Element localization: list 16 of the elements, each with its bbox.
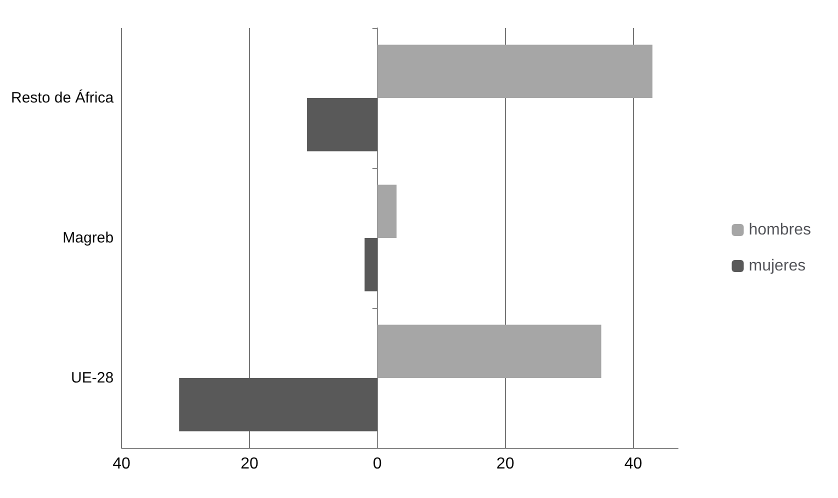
y-tick-label: UE-28 [71, 370, 114, 386]
bar [377, 184, 397, 238]
legend-label: hombres [748, 222, 811, 238]
x-tick-label: 40 [624, 456, 642, 472]
legend-label: mujeres [748, 258, 806, 274]
x-tick-label: 20 [496, 456, 514, 472]
y-tick-label: Magreb [62, 230, 114, 246]
x-tick-label: 40 [112, 456, 131, 472]
bar [179, 378, 378, 432]
bar [377, 324, 602, 378]
x-tick-label: 20 [240, 456, 258, 472]
bar [364, 238, 378, 292]
bar [377, 44, 652, 98]
y-tick-label: Resto de África [11, 88, 114, 106]
bar [307, 98, 378, 152]
x-tick-label: 0 [372, 456, 382, 472]
